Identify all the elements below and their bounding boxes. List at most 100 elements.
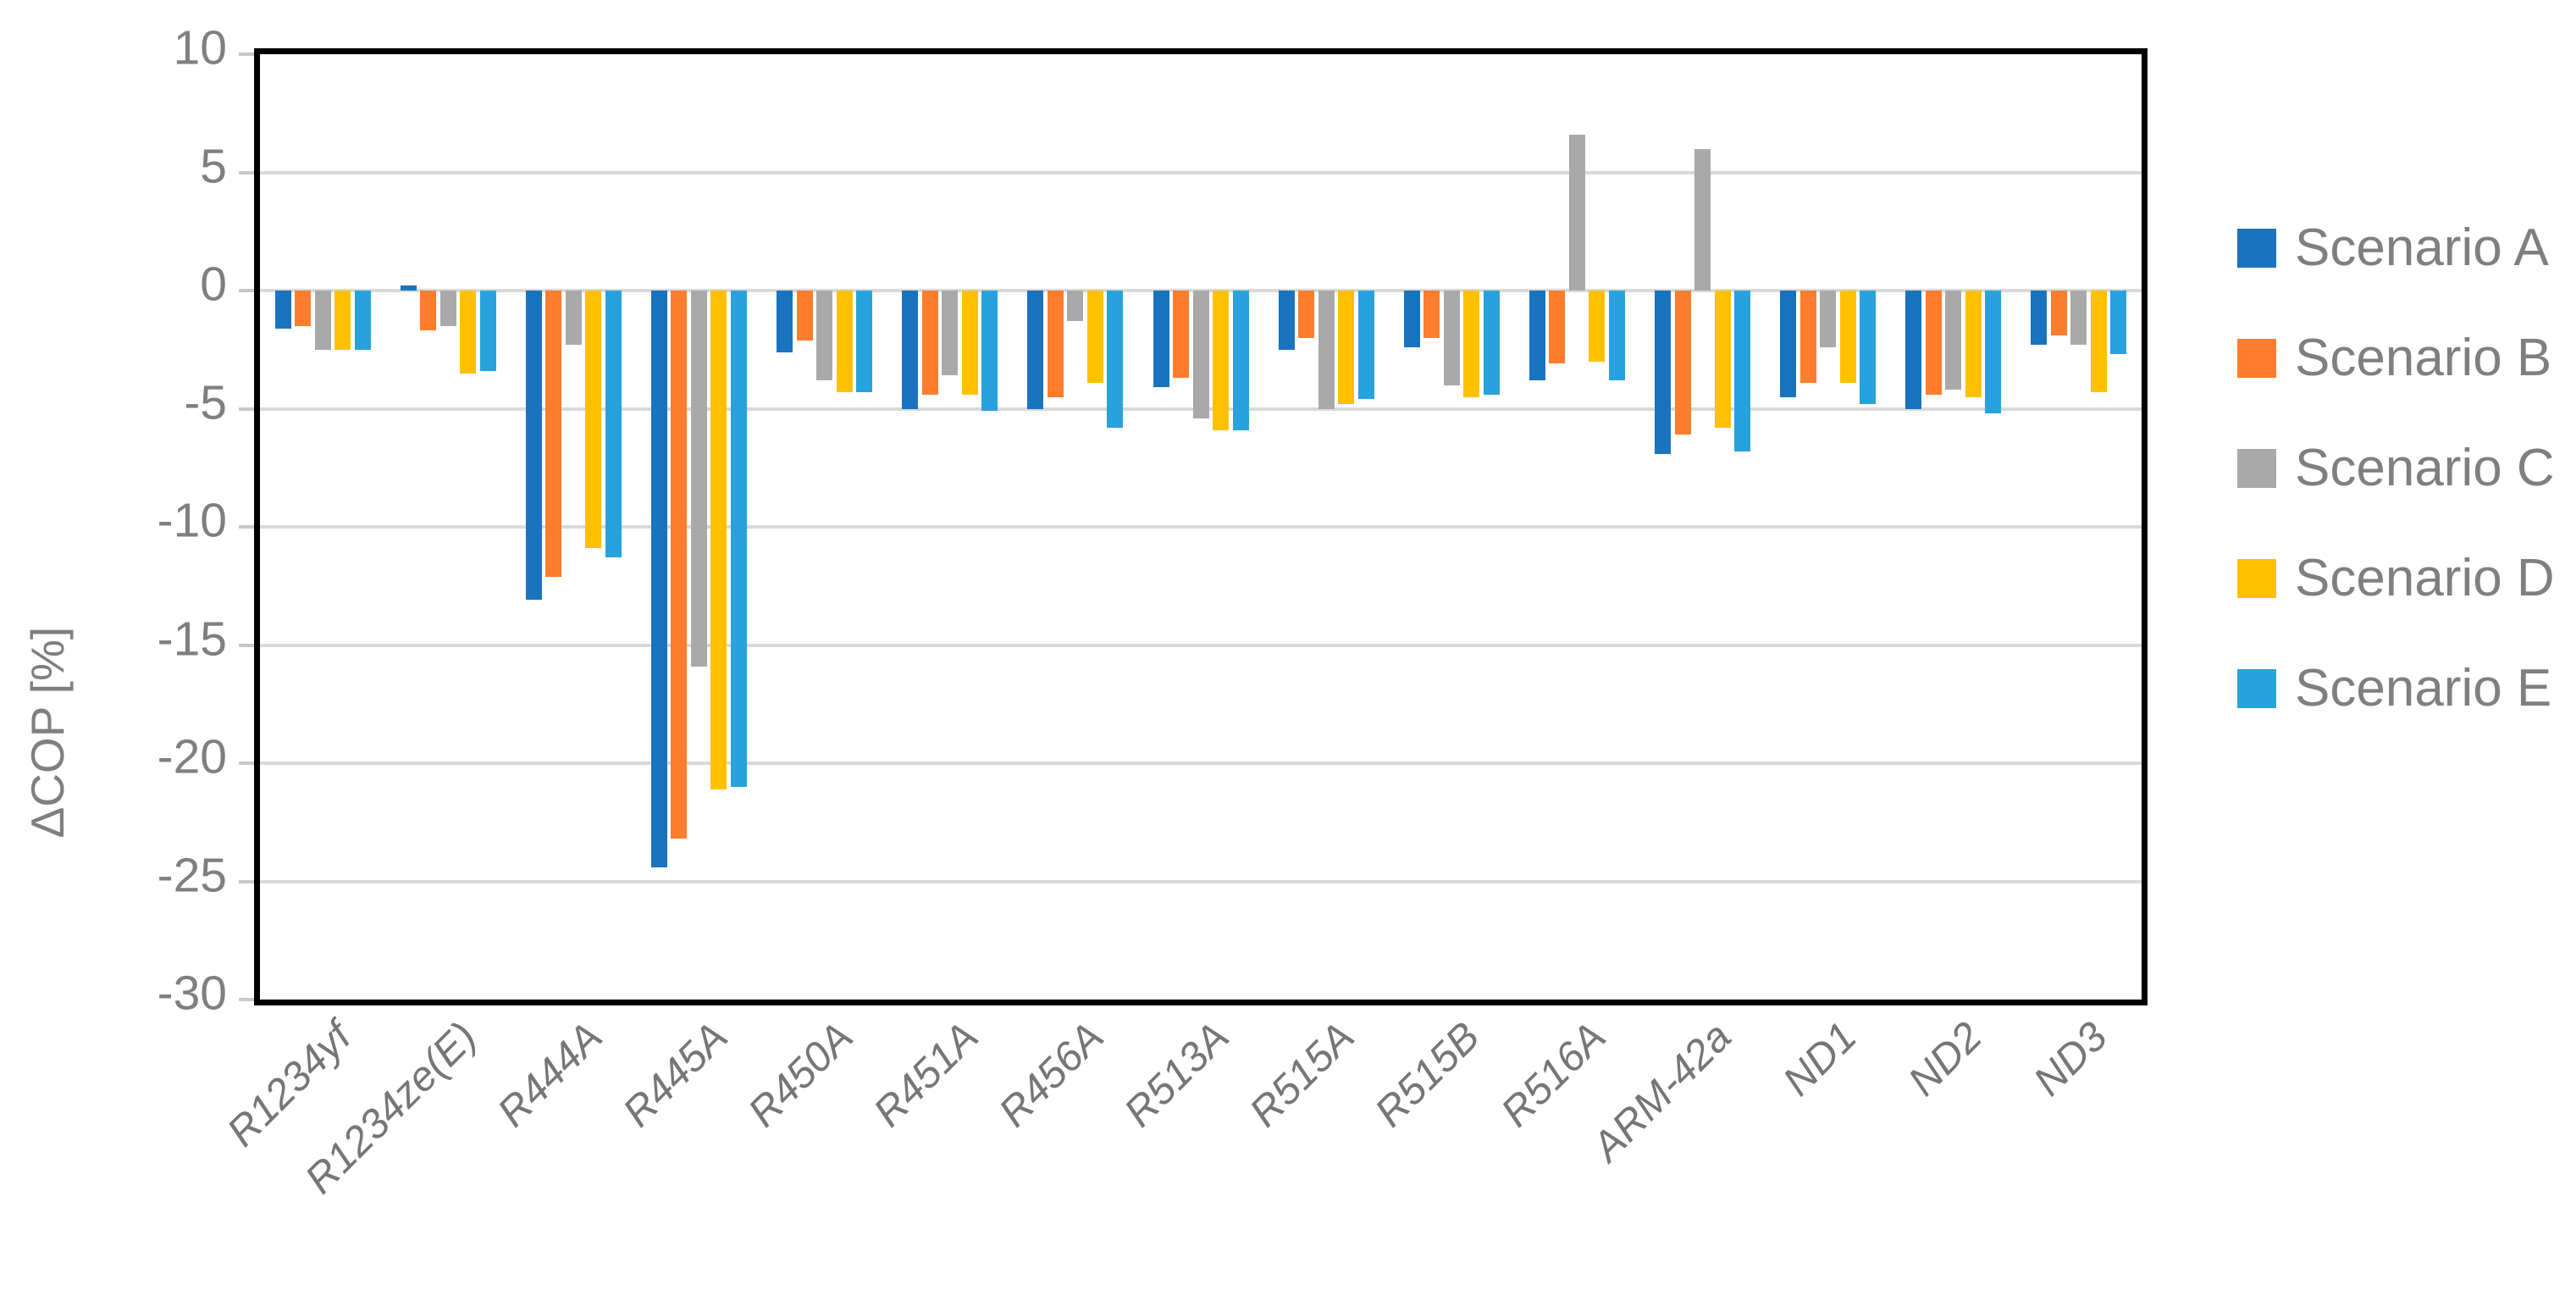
category-label-R456A: R456A — [990, 1013, 1113, 1136]
y-axis-tick — [239, 53, 254, 56]
legend-swatch-icon — [2237, 449, 2276, 488]
bar-scenario-d-ND3 — [2090, 291, 2107, 392]
gridline-y--25 — [260, 879, 2142, 883]
bar-scenario-a-R445A — [650, 291, 667, 867]
legend-item-scenario-d: Scenario D — [2237, 552, 2555, 605]
bar-scenario-a-R515B — [1403, 291, 1420, 347]
y-tick-label--30: -30 — [157, 966, 227, 1021]
bar-scenario-a-R1234yf — [274, 291, 291, 329]
bar-scenario-e-R516A — [1608, 291, 1625, 381]
legend-swatch-icon — [2237, 669, 2276, 708]
bar-scenario-e-R450A — [856, 291, 873, 392]
legend-item-scenario-b: Scenario B — [2237, 332, 2555, 385]
plot-area — [239, 48, 2148, 1005]
bar-scenario-c-R451A — [942, 291, 959, 376]
y-tick-label-10: 10 — [173, 20, 227, 75]
legend-label: Scenario B — [2295, 329, 2552, 387]
bar-scenario-b-R450A — [796, 291, 813, 341]
bar-scenario-d-ARM-42a — [1714, 291, 1731, 428]
bar-scenario-d-R450A — [836, 291, 853, 392]
bar-scenario-d-R444A — [585, 291, 602, 549]
bar-scenario-d-R456A — [1086, 291, 1103, 383]
bar-scenario-a-R444A — [525, 291, 542, 601]
bar-scenario-c-ND2 — [1945, 291, 1962, 390]
bar-scenario-b-R1234yf — [295, 291, 312, 326]
bar-scenario-a-R516A — [1528, 291, 1545, 381]
y-axis-tick — [239, 762, 254, 765]
bar-scenario-a-ND2 — [1905, 291, 1922, 409]
bar-scenario-c-R456A — [1067, 291, 1084, 322]
gridline-y-5 — [260, 170, 2142, 174]
bar-scenario-e-ND1 — [1860, 291, 1877, 404]
y-axis-tick — [239, 525, 254, 529]
bar-scenario-d-R445A — [710, 291, 727, 789]
legend-item-scenario-e: Scenario E — [2237, 662, 2555, 715]
bar-scenario-c-R515A — [1318, 291, 1335, 409]
bar-scenario-e-R451A — [981, 291, 998, 412]
y-tick-label--25: -25 — [157, 848, 227, 902]
bar-scenario-e-ND3 — [2110, 291, 2127, 355]
y-tick-label-0: 0 — [200, 257, 227, 312]
bar-scenario-b-R515B — [1423, 291, 1440, 338]
x-axis-category-labels: R1234yf R1234ze(E) R444A R445A R450A R451A R45… — [218, 1000, 2136, 1296]
bar-scenario-a-R1234ze(E) — [400, 285, 417, 291]
bar-scenario-c-R516A — [1568, 134, 1585, 291]
bar-scenario-b-ND3 — [2050, 291, 2067, 335]
legend-label: Scenario D — [2295, 549, 2555, 607]
bar-scenario-a-ND3 — [2031, 291, 2048, 346]
bar-scenario-b-R1234ze(E) — [420, 291, 437, 331]
legend-item-scenario-c: Scenario C — [2237, 442, 2555, 495]
bar-scenario-d-R513A — [1213, 291, 1229, 430]
bar-scenario-e-R456A — [1107, 291, 1124, 428]
bar-scenario-c-R1234ze(E) — [439, 291, 456, 326]
category-label-ND1: ND1 — [1774, 1013, 1866, 1105]
bar-scenario-b-R516A — [1549, 291, 1566, 364]
bar-scenario-c-R1234yf — [314, 291, 331, 350]
bar-scenario-c-R445A — [690, 291, 707, 667]
gridline-y--10 — [260, 525, 2142, 529]
legend-swatch-icon — [2237, 229, 2276, 268]
bar-scenario-b-R445A — [671, 291, 688, 839]
bar-scenario-e-R515B — [1483, 291, 1500, 395]
category-label-R444A: R444A — [489, 1013, 611, 1136]
category-label-R451A: R451A — [865, 1013, 987, 1136]
bar-scenario-a-ARM-42a — [1655, 291, 1672, 454]
category-label-ARM-42a: ARM-42a — [1583, 1013, 1740, 1171]
bar-scenario-b-R513A — [1173, 291, 1189, 379]
y-tick-label-5: 5 — [200, 139, 227, 193]
bar-scenario-b-ND2 — [1925, 291, 1942, 395]
bar-scenario-e-R1234ze(E) — [479, 291, 496, 371]
bar-scenario-a-R515A — [1278, 291, 1295, 350]
bar-scenario-c-R513A — [1192, 291, 1209, 418]
category-label-ND2: ND2 — [1899, 1013, 1991, 1105]
bar-scenario-c-R444A — [565, 291, 582, 346]
bar-scenario-e-R1234yf — [354, 291, 371, 350]
bar-scenario-d-R515A — [1338, 291, 1355, 404]
legend-swatch-icon — [2237, 559, 2276, 598]
bar-scenario-b-ND1 — [1799, 291, 1816, 383]
category-label-R445A: R445A — [614, 1013, 737, 1136]
y-axis-tick — [239, 998, 254, 1001]
legend-swatch-icon — [2237, 339, 2276, 378]
gridline-y--20 — [260, 762, 2142, 765]
category-label-R516A: R516A — [1492, 1013, 1615, 1136]
y-axis-tick — [239, 643, 254, 647]
y-axis-tick — [239, 289, 254, 292]
bar-scenario-c-R450A — [816, 291, 833, 381]
legend-label: Scenario A — [2295, 219, 2549, 277]
category-label-ND3: ND3 — [2025, 1013, 2116, 1105]
y-axis-tick — [239, 407, 254, 411]
bar-scenario-e-R515A — [1357, 291, 1374, 400]
bar-scenario-b-R515A — [1298, 291, 1315, 338]
bar-scenario-b-R456A — [1047, 291, 1064, 397]
bar-scenario-e-ARM-42a — [1734, 291, 1751, 451]
y-tick-label--20: -20 — [157, 729, 227, 784]
bar-scenario-a-R456A — [1027, 291, 1044, 409]
bar-scenario-d-R1234ze(E) — [460, 291, 477, 374]
bar-scenario-c-R515B — [1443, 291, 1460, 385]
y-tick-label--15: -15 — [157, 612, 227, 666]
y-tick-label--10: -10 — [157, 493, 227, 548]
bar-scenario-d-ND2 — [1965, 291, 1982, 397]
bar-scenario-e-R444A — [605, 291, 622, 558]
bar-scenario-c-ND1 — [1820, 291, 1837, 347]
